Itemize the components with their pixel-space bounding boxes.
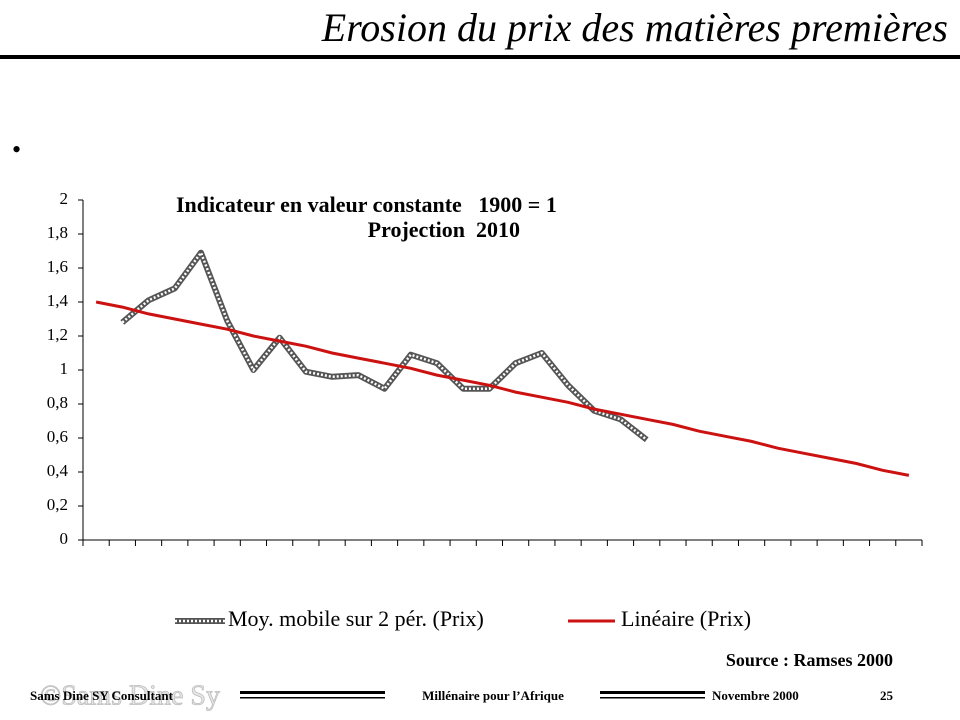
series-line-hatch — [121, 250, 648, 441]
title-rule — [0, 55, 960, 59]
source: Source : Ramses 2000 — [726, 650, 893, 670]
y-tick-label: 2 — [60, 189, 69, 208]
footer-rule — [240, 691, 385, 694]
footer-left: Sams Dine SY Consultant — [30, 688, 174, 703]
legend-label: Linéaire (Prix) — [621, 606, 751, 631]
footer-rule — [240, 697, 385, 699]
y-tick-label: 0 — [60, 529, 69, 548]
watermark: ©Sams Dine Sy — [40, 680, 220, 711]
chart-title: Indicateur en valeur constante 1900 = 1 — [176, 192, 557, 217]
footer-center: Millénaire pour l’Afrique — [422, 688, 564, 703]
y-tick-label: 1,2 — [47, 325, 68, 344]
y-tick-label: 1 — [60, 359, 69, 378]
y-tick-label: 0,4 — [47, 461, 69, 480]
y-tick-label: 1,8 — [47, 223, 68, 242]
footer-right: Novembre 2000 — [712, 688, 799, 703]
y-tick-label: 1,4 — [47, 291, 69, 310]
series-line — [120, 249, 649, 443]
y-tick-label: 1,6 — [47, 257, 68, 276]
footer-rule — [600, 691, 705, 694]
footer-rule — [600, 697, 705, 699]
chart-subtitle: Projection 2010 — [368, 217, 520, 242]
slide-title: Erosion du prix des matières premières — [321, 5, 948, 50]
series-line — [95, 300, 910, 477]
bullet: • — [12, 135, 21, 164]
legend-label: Moy. mobile sur 2 pér. (Prix) — [228, 606, 484, 631]
y-tick-label: 0,6 — [47, 427, 68, 446]
y-tick-label: 0,2 — [47, 495, 68, 514]
y-tick-label: 0,8 — [47, 393, 68, 412]
page-number: 25 — [880, 688, 894, 703]
